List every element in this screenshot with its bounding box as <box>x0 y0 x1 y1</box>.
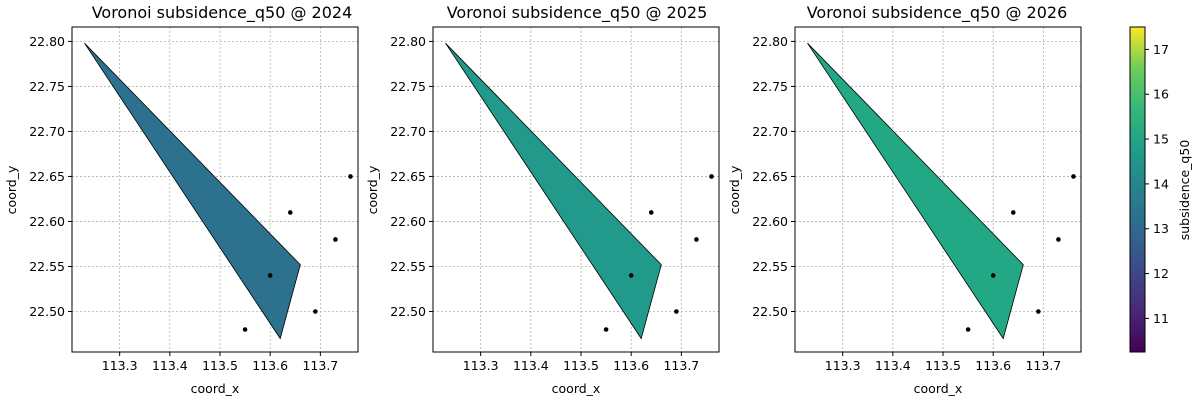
x-tick-label: 113.4 <box>513 358 549 373</box>
station-point <box>313 309 318 314</box>
y-tick-label: 22.50 <box>390 304 426 319</box>
station-point <box>628 273 634 278</box>
y-tick-label: 22.50 <box>29 304 65 319</box>
colorbar-label: subsidence_q50 <box>1177 140 1192 241</box>
y-tick-label: 22.65 <box>29 169 65 184</box>
x-axis-label: coord_x <box>552 381 601 396</box>
x-tick-label: 113.5 <box>925 358 961 373</box>
station-point <box>965 327 971 332</box>
y-tick-label: 22.70 <box>29 124 65 139</box>
x-tick-label: 113.7 <box>302 358 338 373</box>
x-tick-label: 113.7 <box>663 358 699 373</box>
colorbar-frame <box>1129 26 1146 353</box>
station-point <box>348 174 353 179</box>
x-tick-label: 113.6 <box>975 358 1011 373</box>
x-axis-label: coord_x <box>914 381 963 396</box>
x-tick-label: 113.3 <box>102 358 138 373</box>
subplot-title: Voronoi subsidence_q50 @ 2025 <box>447 3 708 23</box>
colorbar: 11 12 13 14 15 16 17 subsidence_q50 <box>1129 26 1192 353</box>
x-tick-label: 113.5 <box>563 358 599 373</box>
y-tick-label: 22.75 <box>752 79 788 94</box>
colorbar-tick-label: 16 <box>1153 87 1169 102</box>
colorbar-tick-label: 12 <box>1153 266 1169 281</box>
colorbar-tick-label: 13 <box>1153 221 1169 236</box>
subplot-2025: Voronoi subsidence_q50 @ 2025 113.3 113.4… <box>365 3 720 396</box>
y-tick-label: 22.70 <box>752 124 788 139</box>
subplot-2026: Voronoi subsidence_q50 @ 2026 113.3 113.4… <box>727 3 1082 396</box>
y-tick-label: 22.80 <box>29 34 65 49</box>
station-point <box>1036 309 1041 314</box>
station-point <box>603 327 609 332</box>
station-point <box>287 210 293 215</box>
x-tick-label: 113.4 <box>152 358 188 373</box>
y-tick-label: 22.80 <box>752 34 788 49</box>
station-point <box>242 327 248 332</box>
station-point <box>1010 210 1016 215</box>
plot-area <box>71 26 359 353</box>
voronoi-cell <box>445 42 662 340</box>
y-tick-label: 22.80 <box>390 34 426 49</box>
y-axis-label: coord_y <box>727 165 742 214</box>
subplot-title: Voronoi subsidence_q50 @ 2026 <box>807 3 1068 23</box>
x-tick-label: 113.7 <box>1025 358 1061 373</box>
station-point <box>674 309 679 314</box>
subplot-title: Voronoi subsidence_q50 @ 2024 <box>92 3 353 23</box>
y-tick-label: 22.60 <box>390 214 426 229</box>
station-point <box>648 210 654 215</box>
colorbar-tick-label: 17 <box>1153 42 1169 57</box>
y-tick-label: 22.55 <box>29 259 65 274</box>
y-tick-label: 22.55 <box>390 259 426 274</box>
y-axis-label: coord_y <box>4 165 19 214</box>
voronoi-cell <box>807 42 1024 340</box>
y-tick-label: 22.60 <box>752 214 788 229</box>
subplot-2024: Voronoi subsidence_q50 @ 2024 113.3 113.4… <box>4 3 359 396</box>
x-tick-label: 113.6 <box>613 358 649 373</box>
y-axis-label: coord_y <box>365 165 380 214</box>
voronoi-cell <box>84 42 301 340</box>
station-point <box>267 273 273 278</box>
x-tick-label: 113.3 <box>463 358 499 373</box>
colorbar-tick-label: 11 <box>1153 311 1169 326</box>
plot-area <box>794 26 1082 353</box>
station-point <box>990 273 996 278</box>
y-tick-label: 22.65 <box>390 169 426 184</box>
y-tick-label: 22.55 <box>752 259 788 274</box>
y-tick-label: 22.65 <box>752 169 788 184</box>
x-tick-label: 113.5 <box>202 358 238 373</box>
station-point <box>1071 174 1076 179</box>
station-point <box>709 174 714 179</box>
station-point <box>333 237 338 242</box>
station-point <box>1056 237 1061 242</box>
colorbar-tick-label: 14 <box>1153 176 1169 191</box>
plot-area <box>432 26 720 353</box>
x-tick-label: 113.3 <box>825 358 861 373</box>
x-tick-label: 113.4 <box>875 358 911 373</box>
x-axis-label: coord_x <box>191 381 240 396</box>
y-tick-label: 22.75 <box>390 79 426 94</box>
x-tick-label: 113.6 <box>252 358 288 373</box>
station-point <box>694 237 699 242</box>
y-tick-label: 22.70 <box>390 124 426 139</box>
y-tick-label: 22.75 <box>29 79 65 94</box>
colorbar-tick-label: 15 <box>1153 132 1169 147</box>
y-tick-label: 22.50 <box>752 304 788 319</box>
colorbar-gradient <box>1130 27 1145 352</box>
y-tick-label: 22.60 <box>29 214 65 229</box>
